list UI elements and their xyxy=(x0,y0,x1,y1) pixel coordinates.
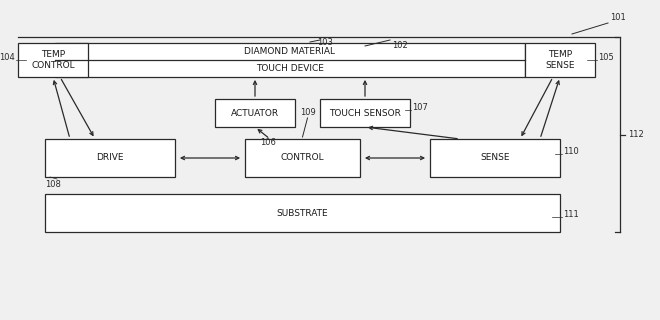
Text: TOUCH SENSOR: TOUCH SENSOR xyxy=(329,108,401,117)
Bar xyxy=(215,99,295,127)
Bar xyxy=(430,139,560,177)
Text: DIAMOND MATERIAL: DIAMOND MATERIAL xyxy=(244,47,335,56)
Text: 101: 101 xyxy=(610,13,626,22)
Text: ACTUATOR: ACTUATOR xyxy=(231,108,279,117)
Text: SUBSTRATE: SUBSTRATE xyxy=(277,209,328,218)
Text: 111: 111 xyxy=(563,210,579,219)
Bar xyxy=(18,43,88,77)
Bar xyxy=(45,194,560,232)
Bar xyxy=(525,43,595,77)
Bar xyxy=(320,99,410,127)
Text: DRIVE: DRIVE xyxy=(96,154,124,163)
Text: TEMP
SENSE: TEMP SENSE xyxy=(545,50,575,70)
Text: 104: 104 xyxy=(0,53,15,62)
Text: TEMP
CONTROL: TEMP CONTROL xyxy=(31,50,75,70)
Text: 105: 105 xyxy=(598,53,614,62)
Bar xyxy=(45,139,175,177)
Text: CONTROL: CONTROL xyxy=(280,154,324,163)
Text: TOUCH DEVICE: TOUCH DEVICE xyxy=(256,64,324,73)
Bar xyxy=(55,43,525,77)
Text: 112: 112 xyxy=(628,130,644,139)
Text: 109: 109 xyxy=(300,108,315,117)
Text: 106: 106 xyxy=(260,138,276,147)
Text: 110: 110 xyxy=(563,147,579,156)
Text: 103: 103 xyxy=(317,38,333,47)
Text: 107: 107 xyxy=(412,103,428,112)
Bar xyxy=(245,139,360,177)
Text: 108: 108 xyxy=(45,180,61,189)
Text: 102: 102 xyxy=(392,41,408,50)
Text: SENSE: SENSE xyxy=(480,154,510,163)
